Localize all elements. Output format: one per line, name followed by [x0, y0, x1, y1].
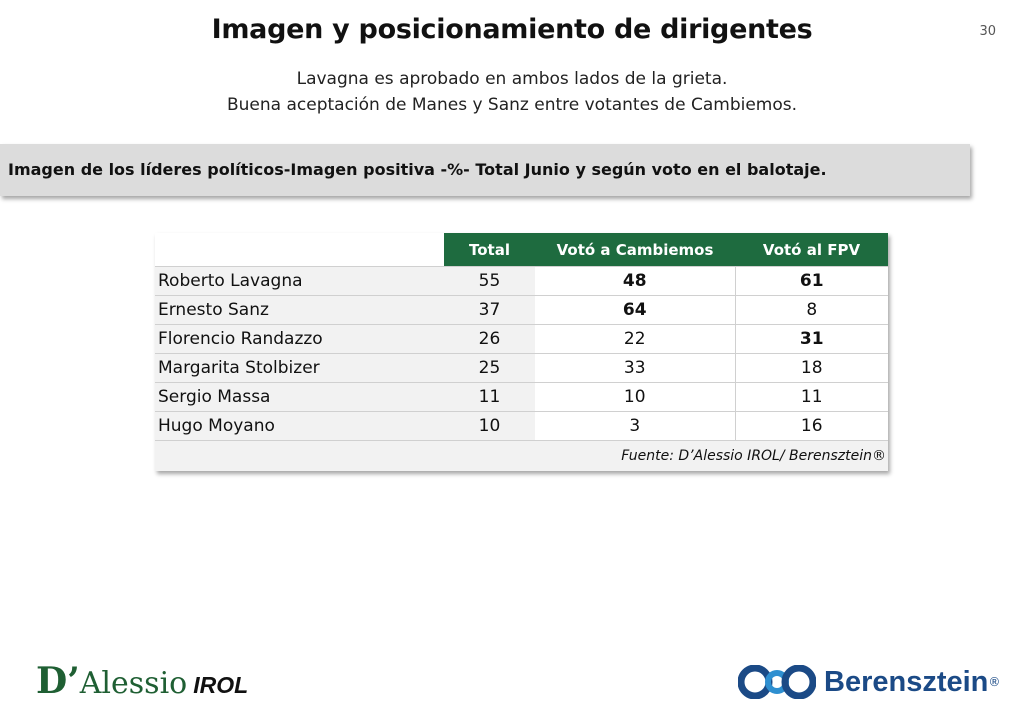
cell-fpv: 61 [734, 266, 888, 296]
dalessio-irol-logo: D’Alessio IROL [36, 660, 249, 702]
row-name: Ernesto Sanz [155, 295, 444, 325]
table-row: Margarita Stolbizer 25 33 18 [155, 353, 888, 383]
row-name: Margarita Stolbizer [155, 353, 444, 383]
cell-fpv: 16 [734, 411, 888, 441]
cell-total: 26 [444, 324, 535, 354]
column-header-total: Total [444, 233, 535, 267]
cell-cambiemos: 33 [535, 353, 735, 383]
cell-total: 37 [444, 295, 535, 325]
column-header-fpv: Votó al FPV [735, 233, 888, 267]
page-title: Imagen y posicionamiento de dirigentes [211, 14, 813, 45]
table-row: Florencio Randazzo 26 22 31 [155, 324, 888, 354]
section-banner-text: Imagen de los líderes políticos-Imagen p… [8, 160, 827, 179]
logo-right-mark: ® [988, 675, 1001, 689]
data-table-container: Total Votó a Cambiemos Votó al FPV Rober… [155, 233, 888, 471]
table-row: Ernesto Sanz 37 64 8 [155, 295, 888, 325]
cell-total: 25 [444, 353, 535, 383]
cell-fpv: 8 [734, 295, 888, 325]
row-name: Florencio Randazzo [155, 324, 444, 354]
cell-cambiemos: 64 [535, 295, 735, 325]
row-name: Hugo Moyano [155, 411, 444, 441]
cell-fpv: 11 [734, 382, 888, 412]
cell-total: 11 [444, 382, 535, 412]
source-row: Fuente: D’Alessio IROL/ Berensztein® [155, 440, 888, 471]
section-banner: Imagen de los líderes políticos-Imagen p… [0, 144, 970, 196]
table-row: Sergio Massa 11 10 11 [155, 382, 888, 412]
table-body: Roberto Lavagna 55 48 61 Ernesto Sanz 37 64 8 Fl… [155, 266, 888, 441]
cell-cambiemos: 22 [535, 324, 735, 354]
table-row: Hugo Moyano 10 3 16 [155, 411, 888, 441]
source-note: Fuente: D’Alessio IROL/ Berensztein® [155, 440, 888, 471]
cell-cambiemos: 10 [535, 382, 735, 412]
logo-right-text: Berensztein [824, 665, 989, 698]
berensztein-mark-icon [738, 665, 816, 699]
subtitle-line-2: Buena aceptación de Manes y Sanz entre v… [226, 95, 798, 115]
table-header-blank [155, 233, 444, 267]
cell-total: 55 [444, 266, 535, 296]
row-name: Roberto Lavagna [155, 266, 444, 296]
column-header-cambiemos: Votó a Cambiemos [535, 233, 735, 267]
cell-cambiemos: 48 [535, 266, 735, 296]
logo-left-initial: D’ [36, 660, 80, 702]
table-row: Roberto Lavagna 55 48 61 [155, 266, 888, 296]
berensztein-logo: Berensztein ® [738, 664, 1000, 700]
logo-left-name: Alessio [79, 666, 188, 701]
data-table: Total Votó a Cambiemos Votó al FPV Rober… [155, 233, 888, 471]
cell-total: 10 [444, 411, 535, 441]
row-name: Sergio Massa [155, 382, 444, 412]
logo-left-suffix: IROL [193, 672, 249, 698]
cell-fpv: 18 [734, 353, 888, 383]
table-header-row: Total Votó a Cambiemos Votó al FPV [155, 233, 888, 267]
page-number: 30 [979, 24, 996, 39]
subtitle-line-1: Lavagna es aprobado en ambos lados de la… [296, 69, 728, 89]
cell-cambiemos: 3 [535, 411, 735, 441]
cell-fpv: 31 [734, 324, 888, 354]
